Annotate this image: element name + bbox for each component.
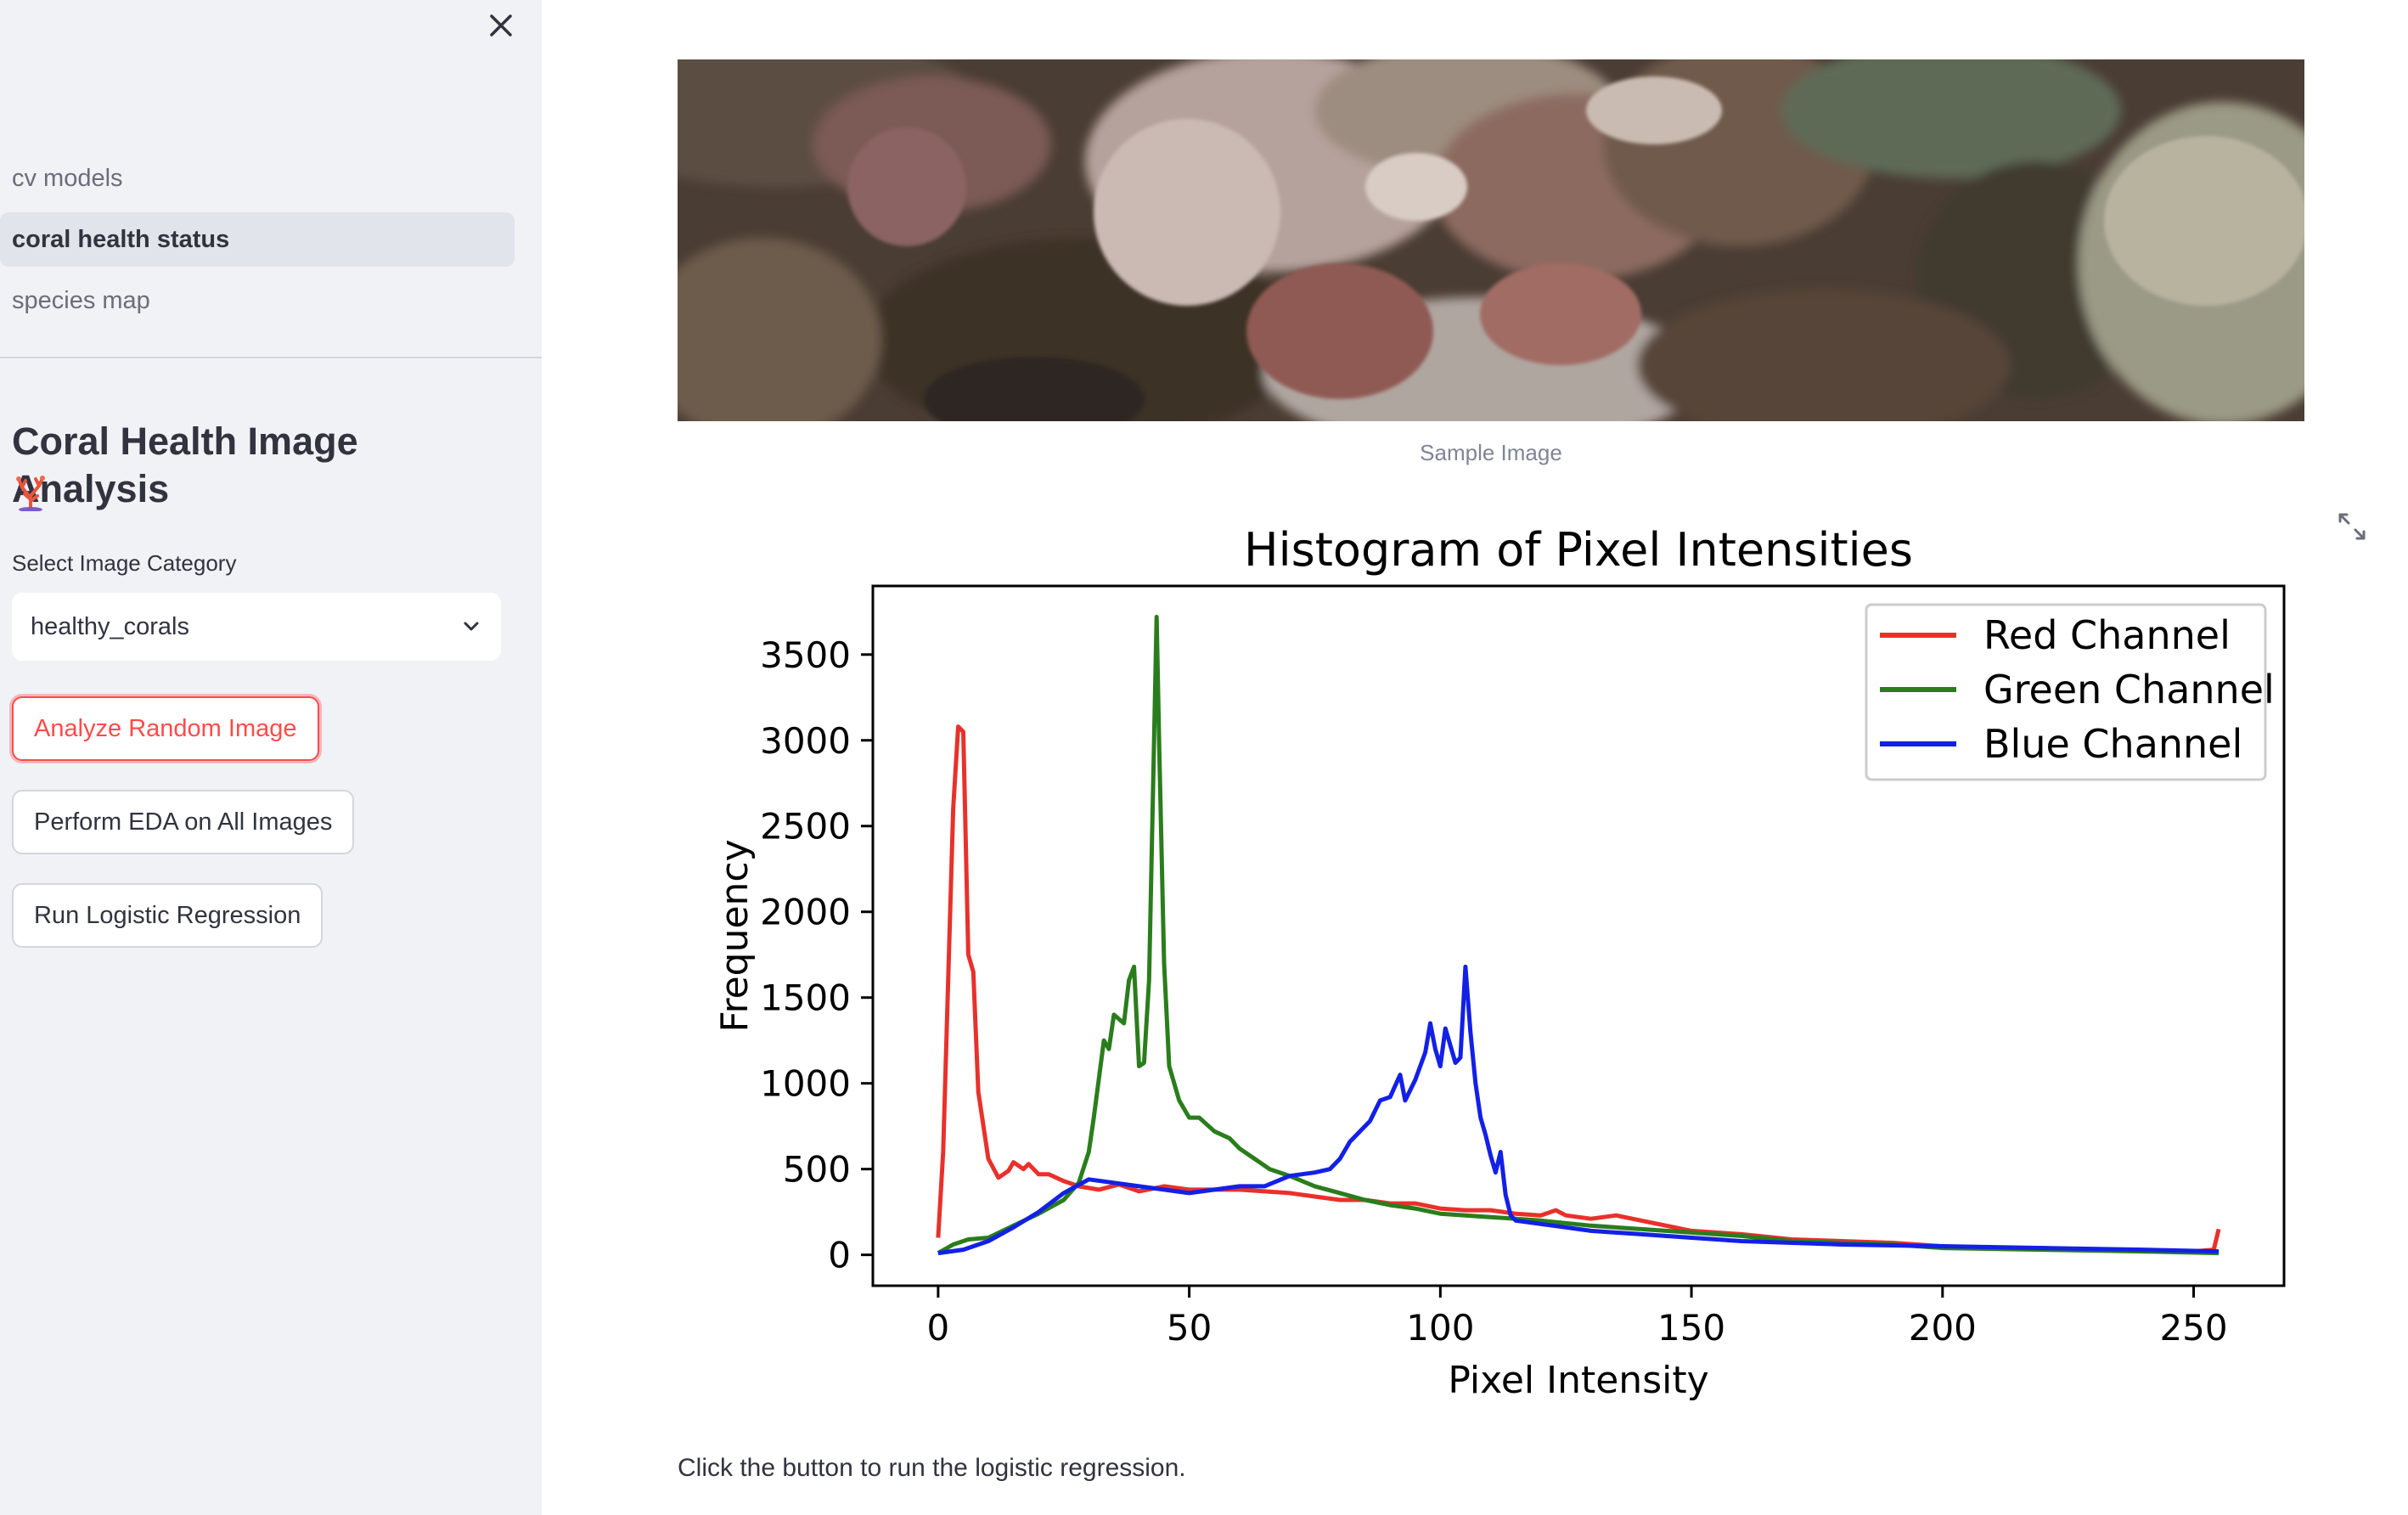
legend-label: Red Channel bbox=[1983, 612, 2231, 658]
x-tick-label: 250 bbox=[2159, 1307, 2227, 1349]
y-tick-label: 500 bbox=[783, 1149, 851, 1191]
y-tick-label: 2500 bbox=[760, 806, 851, 848]
y-axis-label: Frequency bbox=[713, 839, 757, 1032]
sample-coral-image bbox=[678, 59, 2304, 421]
plot-frame bbox=[871, 584, 2286, 1287]
histogram-chart: Histogram of Pixel Intensities 0 50 100 150… bbox=[713, 523, 2286, 1402]
perform-eda-button[interactable]: Perform EDA on All Images bbox=[12, 790, 355, 854]
nav-item-coral-health-status[interactable]: coral health status bbox=[0, 212, 515, 267]
legend-box bbox=[1865, 603, 2267, 781]
image-caption: Sample Image bbox=[1420, 440, 1562, 465]
close-icon bbox=[490, 14, 512, 37]
nav-item-species-map[interactable]: species map bbox=[12, 287, 150, 314]
y-tick-label: 3000 bbox=[760, 720, 851, 762]
page-title: Coral Health Image Analysis bbox=[12, 420, 358, 510]
x-tick-label: 200 bbox=[1909, 1307, 1977, 1349]
series-line-blue-channel bbox=[937, 964, 2220, 1256]
sidebar-divider bbox=[0, 357, 542, 358]
y-tick-label: 0 bbox=[828, 1235, 851, 1276]
image-category-select[interactable]: healthy_corals bbox=[12, 593, 501, 661]
y-tick-label: 1500 bbox=[760, 977, 851, 1019]
select-image-category-label: Select Image Category bbox=[12, 550, 237, 576]
y-tick-label: 1000 bbox=[760, 1063, 851, 1105]
x-axis-label: Pixel Intensity bbox=[1448, 1359, 1708, 1402]
x-tick-label: 0 bbox=[927, 1307, 950, 1349]
logistic-regression-hint: Click the button to run the logistic reg… bbox=[678, 1454, 1186, 1482]
legend-label: Green Channel bbox=[1983, 667, 2275, 712]
analyze-random-image-button[interactable]: Analyze Random Image bbox=[12, 696, 319, 761]
legend-label: Blue Channel bbox=[1983, 721, 2242, 767]
x-tick-label: 50 bbox=[1167, 1307, 1212, 1349]
chart-title: Histogram of Pixel Intensities bbox=[1244, 523, 1913, 577]
image-category-value: healthy_corals bbox=[31, 612, 189, 640]
x-tick-label: 150 bbox=[1657, 1307, 1725, 1349]
nav-item-cv-models[interactable]: cv models bbox=[12, 165, 123, 192]
series-line-green-channel bbox=[937, 614, 2220, 1256]
sidebar: cv models coral health status species ma… bbox=[0, 0, 542, 1515]
y-tick-label: 3500 bbox=[760, 634, 851, 676]
chevron-down-icon bbox=[464, 622, 479, 631]
y-tick-label: 2000 bbox=[760, 892, 851, 933]
run-logistic-regression-button[interactable]: Run Logistic Regression bbox=[12, 883, 324, 948]
coral-icon bbox=[16, 476, 45, 511]
expand-icon[interactable] bbox=[2337, 511, 2367, 542]
chart-legend: Red Channel Green Channel Blue Channel bbox=[1865, 603, 2275, 781]
plot-area: 0 50 100 150 200 2500500100015002000250030003… bbox=[760, 584, 2286, 1349]
series-line-red-channel bbox=[936, 724, 2221, 1254]
close-sidebar-button[interactable] bbox=[484, 8, 518, 42]
x-tick-label: 100 bbox=[1406, 1307, 1474, 1349]
